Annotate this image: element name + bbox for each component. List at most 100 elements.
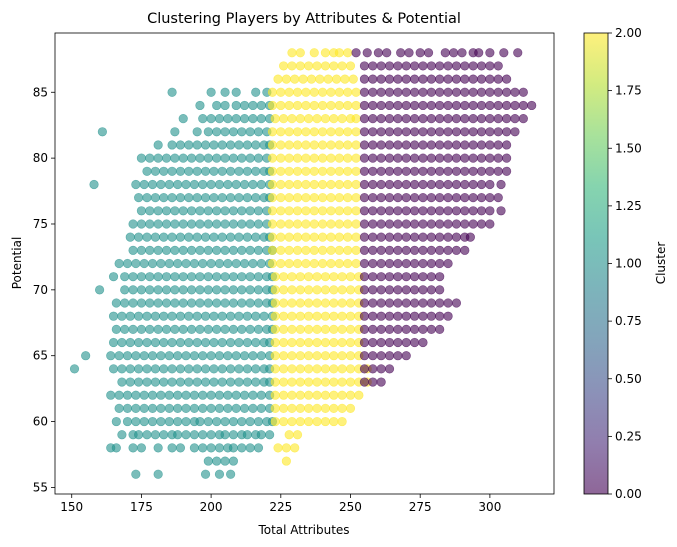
- data-point-cluster-2: [298, 74, 308, 84]
- data-point-cluster-2: [337, 377, 347, 387]
- data-point-cluster-0: [384, 100, 395, 111]
- data-point-cluster-1: [203, 127, 213, 137]
- data-point-cluster-2: [304, 364, 314, 374]
- data-point-cluster-0: [527, 100, 537, 111]
- data-point-cluster-2: [267, 100, 278, 111]
- data-point-cluster-1: [234, 377, 244, 387]
- data-point-cluster-1: [245, 443, 255, 453]
- data-point-cluster-0: [410, 100, 420, 111]
- data-point-cluster-0: [418, 311, 428, 321]
- data-point-cluster-1: [212, 298, 222, 308]
- data-point-cluster-2: [273, 74, 283, 84]
- data-point-cluster-2: [270, 351, 280, 361]
- data-point-cluster-1: [145, 153, 155, 163]
- data-point-cluster-2: [287, 390, 297, 400]
- data-point-cluster-0: [368, 377, 378, 387]
- data-point-cluster-0: [493, 127, 503, 137]
- data-point-cluster-1: [167, 166, 177, 176]
- data-point-cluster-2: [309, 179, 319, 190]
- data-point-cluster-2: [318, 193, 328, 203]
- data-point-cluster-0: [410, 114, 420, 124]
- data-point-cluster-2: [326, 127, 336, 137]
- data-point-cluster-1: [265, 430, 275, 440]
- colorbar-tick-label: 0.00: [615, 487, 642, 501]
- data-point-cluster-2: [270, 377, 280, 387]
- data-point-cluster-1: [131, 258, 141, 269]
- data-point-cluster-1: [184, 364, 194, 374]
- data-point-cluster-1: [228, 456, 239, 466]
- data-point-cluster-2: [276, 140, 286, 150]
- data-point-cluster-1: [198, 351, 208, 361]
- data-point-cluster-1: [214, 258, 225, 269]
- data-point-cluster-1: [131, 390, 141, 400]
- data-point-cluster-0: [485, 166, 495, 176]
- data-point-cluster-1: [214, 443, 225, 453]
- data-point-cluster-2: [318, 87, 328, 97]
- y-tick-label: 75: [33, 217, 48, 231]
- data-point-cluster-0: [410, 87, 420, 97]
- data-point-cluster-1: [237, 219, 247, 229]
- data-point-cluster-0: [376, 127, 386, 137]
- colorbar-tick-label: 1.25: [615, 199, 642, 213]
- data-point-cluster-0: [518, 100, 528, 111]
- data-point-cluster-0: [393, 245, 403, 255]
- data-point-cluster-1: [94, 285, 105, 295]
- data-point-cluster-1: [142, 193, 152, 203]
- data-point-cluster-2: [320, 48, 331, 58]
- data-point-cluster-0: [401, 166, 411, 176]
- data-point-cluster-1: [226, 166, 236, 176]
- data-point-cluster-2: [301, 179, 311, 190]
- data-point-cluster-1: [245, 206, 255, 216]
- data-point-cluster-1: [251, 87, 261, 97]
- data-point-cluster-2: [351, 219, 361, 229]
- data-point-cluster-1: [153, 245, 163, 255]
- data-point-cluster-1: [184, 140, 194, 150]
- data-point-cluster-1: [136, 245, 147, 255]
- data-point-cluster-0: [359, 206, 370, 216]
- data-point-cluster-1: [195, 285, 205, 295]
- data-point-cluster-1: [164, 390, 174, 400]
- data-point-cluster-2: [337, 285, 347, 295]
- data-point-cluster-0: [485, 193, 495, 203]
- data-point-cluster-1: [189, 430, 199, 440]
- data-point-cluster-1: [198, 258, 208, 269]
- data-point-cluster-1: [220, 416, 230, 427]
- data-point-cluster-2: [343, 193, 353, 203]
- data-point-cluster-1: [81, 351, 91, 361]
- data-point-cluster-1: [156, 403, 166, 413]
- data-point-cluster-1: [228, 272, 239, 282]
- data-point-cluster-1: [139, 390, 149, 400]
- data-point-cluster-1: [220, 272, 230, 282]
- data-point-cluster-0: [368, 153, 378, 163]
- data-point-cluster-2: [270, 298, 280, 308]
- data-point-cluster-0: [368, 285, 378, 295]
- data-point-cluster-1: [214, 403, 225, 413]
- data-point-cluster-1: [145, 285, 155, 295]
- data-point-cluster-2: [343, 206, 353, 216]
- data-point-cluster-1: [134, 337, 144, 348]
- data-point-cluster-2: [276, 153, 286, 163]
- data-point-cluster-0: [368, 364, 378, 374]
- data-point-cluster-1: [175, 443, 186, 453]
- data-point-cluster-2: [276, 87, 286, 97]
- data-point-cluster-2: [309, 166, 319, 176]
- data-point-cluster-0: [435, 179, 445, 190]
- data-point-cluster-1: [153, 298, 163, 308]
- data-point-cluster-0: [493, 153, 503, 163]
- data-point-cluster-1: [142, 364, 152, 374]
- data-point-cluster-0: [493, 166, 503, 176]
- data-point-cluster-1: [237, 443, 247, 453]
- data-point-cluster-1: [117, 311, 127, 321]
- data-point-cluster-1: [237, 206, 247, 216]
- data-point-cluster-1: [134, 377, 144, 387]
- data-point-cluster-0: [443, 311, 453, 321]
- data-point-cluster-1: [178, 114, 188, 124]
- data-point-cluster-1: [159, 193, 169, 203]
- data-point-cluster-2: [312, 311, 322, 321]
- data-point-cluster-2: [334, 153, 344, 163]
- data-point-cluster-2: [345, 351, 356, 361]
- data-point-cluster-2: [287, 403, 297, 413]
- data-point-cluster-0: [384, 298, 395, 308]
- data-point-cluster-1: [228, 324, 239, 334]
- data-point-cluster-1: [228, 298, 239, 308]
